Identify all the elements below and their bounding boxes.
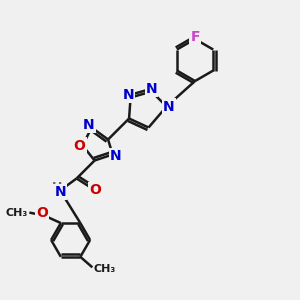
Text: N: N bbox=[146, 82, 158, 95]
Text: O: O bbox=[36, 206, 48, 220]
Text: O: O bbox=[90, 184, 101, 197]
Text: N: N bbox=[163, 100, 175, 113]
Text: CH₃: CH₃ bbox=[6, 208, 28, 218]
Text: N: N bbox=[110, 149, 122, 163]
Text: N: N bbox=[54, 185, 66, 199]
Text: N: N bbox=[83, 118, 94, 132]
Text: N: N bbox=[122, 88, 134, 101]
Text: F: F bbox=[190, 30, 200, 44]
Text: O: O bbox=[74, 139, 85, 152]
Text: CH₃: CH₃ bbox=[94, 264, 116, 274]
Text: H: H bbox=[52, 181, 62, 194]
